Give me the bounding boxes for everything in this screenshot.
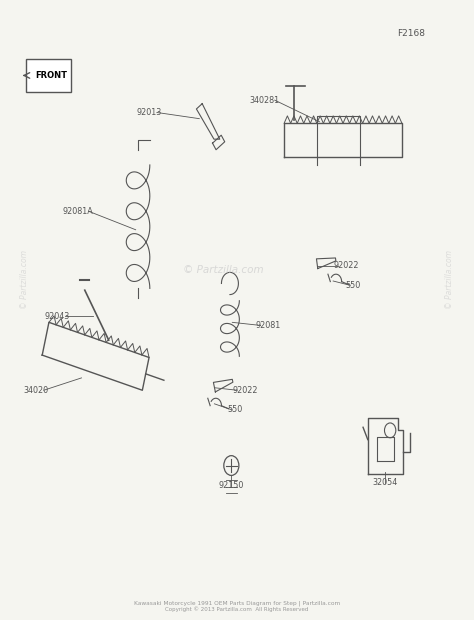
Text: 92022: 92022 — [334, 261, 359, 270]
Text: 92150: 92150 — [219, 481, 244, 490]
Text: 92081: 92081 — [256, 321, 281, 330]
Text: 92081A: 92081A — [63, 206, 93, 216]
Text: 92022: 92022 — [232, 386, 258, 395]
Text: © Partzilla.com: © Partzilla.com — [445, 250, 454, 309]
FancyBboxPatch shape — [27, 59, 71, 92]
Text: © Partzilla.com: © Partzilla.com — [20, 250, 29, 309]
Text: 92013: 92013 — [137, 108, 162, 117]
Text: 32054: 32054 — [373, 478, 398, 487]
Text: Copyright © 2013 Partzilla.com  All Rights Reserved: Copyright © 2013 Partzilla.com All Right… — [165, 606, 309, 612]
Text: 550: 550 — [228, 405, 243, 415]
Text: F2168: F2168 — [398, 29, 426, 38]
Text: 340281: 340281 — [249, 95, 279, 105]
Text: © Partzilla.com: © Partzilla.com — [182, 265, 263, 275]
Text: 92043: 92043 — [45, 312, 70, 321]
Text: FRONT: FRONT — [35, 71, 67, 80]
Text: 550: 550 — [346, 281, 361, 290]
Text: Kawasaki Motorcycle 1991 OEM Parts Diagram for Step | Partzilla.com: Kawasaki Motorcycle 1991 OEM Parts Diagr… — [134, 600, 340, 606]
Text: 34020: 34020 — [23, 386, 48, 395]
